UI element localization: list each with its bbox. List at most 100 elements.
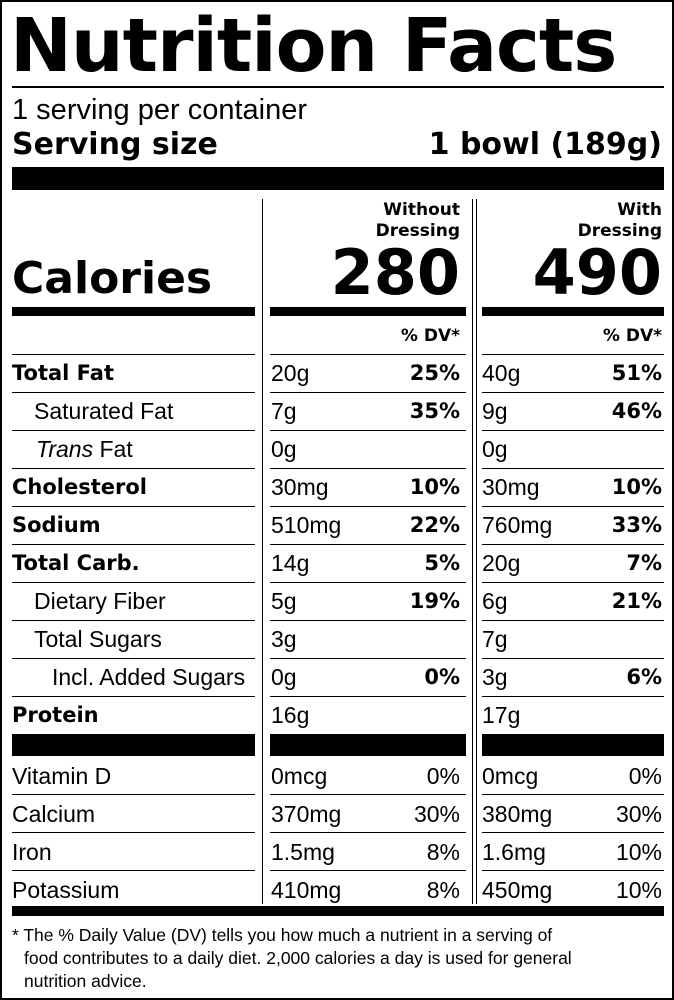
amount-without-dressing: 0mcg	[271, 763, 328, 789]
amount-with-dressing: 760mg	[482, 512, 553, 538]
dv-with-dressing: 46%	[611, 399, 662, 423]
thick-divider	[12, 734, 255, 756]
row-divider	[12, 506, 255, 507]
column-header-line: Dressing	[375, 221, 460, 241]
row-divider	[482, 354, 664, 355]
nutrient-label-text: Total Fat	[12, 361, 115, 385]
row-divider	[12, 544, 255, 545]
amount-with-dressing: 3g	[482, 664, 508, 690]
dv-without-dressing: 5%	[424, 551, 460, 575]
row-divider	[482, 544, 664, 545]
row-divider	[270, 354, 466, 355]
amount-with-dressing: 6g	[482, 588, 508, 614]
vitamin-label: Calcium	[12, 801, 96, 827]
dv-with-dressing: 21%	[611, 589, 662, 613]
nutrient-label-text: Cholesterol	[12, 475, 147, 499]
dv-without-dressing: 10%	[409, 475, 460, 499]
nutrient-label-text: Protein	[12, 703, 99, 727]
row-divider	[270, 870, 466, 871]
row-divider	[482, 582, 664, 583]
row-divider	[270, 506, 466, 507]
nutrient-label: Total Carb.	[12, 544, 140, 582]
row-divider	[270, 582, 466, 583]
amount-without-dressing: 30mg	[271, 474, 329, 500]
medium-divider	[12, 307, 255, 316]
medium-divider	[482, 307, 664, 316]
nutrient-label: Protein	[12, 696, 99, 734]
amount-with-dressing: 7g	[482, 626, 508, 652]
dv-with-dressing: 51%	[611, 361, 662, 385]
label-title: Nutrition Facts	[10, 3, 617, 89]
row-divider	[12, 658, 255, 659]
dv-without-dressing: 0%	[426, 763, 460, 789]
amount-with-dressing: 17g	[482, 702, 521, 728]
footnote: * The % Daily Value (DV) tells you how m…	[12, 924, 652, 993]
row-divider	[270, 832, 466, 833]
dv-without-dressing: 19%	[409, 589, 460, 613]
nutrient-label-text: Sodium	[12, 513, 101, 537]
medium-divider	[12, 906, 664, 916]
row-divider	[482, 658, 664, 659]
calories-with-dressing: 490	[532, 236, 662, 309]
amount-without-dressing: 14g	[271, 550, 310, 576]
nutrient-label: Saturated Fat	[34, 392, 173, 430]
amount-without-dressing: 5g	[271, 588, 297, 614]
dv-with-dressing: 6%	[626, 665, 662, 689]
amount-without-dressing: 7g	[271, 398, 297, 424]
row-divider	[270, 392, 466, 393]
nutrient-label-italic: Trans	[36, 436, 94, 462]
row-divider	[12, 832, 255, 833]
dv-without-dressing: 35%	[409, 399, 460, 423]
dv-with-dressing: 30%	[615, 801, 662, 827]
amount-with-dressing: 0g	[482, 436, 508, 462]
row-divider	[12, 468, 255, 469]
amount-without-dressing: 510mg	[271, 512, 342, 538]
amount-without-dressing: 410mg	[271, 877, 342, 903]
row-divider	[482, 468, 664, 469]
amount-with-dressing: 450mg	[482, 877, 553, 903]
column-header-line: With	[617, 200, 662, 220]
column-separator	[476, 199, 477, 904]
row-divider	[270, 658, 466, 659]
nutrient-label: Total Sugars	[34, 620, 162, 658]
row-divider	[270, 468, 466, 469]
serving-size-value: 1 bowl (189g)	[428, 127, 662, 162]
vitamin-label: Vitamin D	[12, 763, 112, 789]
vitamin-label: Potassium	[12, 877, 120, 903]
serving-size-label: Serving size	[12, 127, 218, 162]
column-separator	[472, 199, 473, 904]
row-divider	[482, 506, 664, 507]
column-separator	[262, 199, 263, 904]
footnote-line: * The % Daily Value (DV) tells you how m…	[12, 925, 553, 945]
row-divider	[12, 430, 255, 431]
nutrient-label-text: Total Carb.	[12, 551, 140, 575]
dv-with-dressing: 33%	[611, 513, 662, 537]
dv-header-with-dressing: % DV*	[602, 326, 662, 346]
dv-with-dressing: 7%	[626, 551, 662, 575]
row-divider	[482, 832, 664, 833]
row-divider	[270, 430, 466, 431]
column-header-line: Dressing	[577, 221, 662, 241]
thick-divider	[12, 167, 664, 190]
medium-divider	[270, 307, 466, 316]
nutrient-label-text: Total Sugars	[34, 626, 162, 652]
amount-with-dressing: 380mg	[482, 801, 553, 827]
nutrient-label-text: Dietary Fiber	[34, 588, 166, 614]
dv-without-dressing: 8%	[426, 877, 460, 903]
row-divider	[270, 620, 466, 621]
amount-without-dressing: 3g	[271, 626, 297, 652]
footnote-line: nutrition advice.	[24, 971, 147, 991]
amount-without-dressing: 0g	[271, 436, 297, 462]
amount-without-dressing: 1.5mg	[271, 839, 335, 865]
column-header-without-dressing: Without Dressing	[376, 200, 460, 242]
dv-without-dressing: 0%	[424, 665, 460, 689]
column-header-with-dressing: With Dressing	[578, 200, 662, 242]
amount-without-dressing: 16g	[271, 702, 310, 728]
vitamin-label: Iron	[12, 839, 52, 865]
amount-without-dressing: 370mg	[271, 801, 342, 827]
nutrient-label: Incl. Added Sugars	[52, 658, 245, 696]
thick-divider	[482, 734, 664, 756]
dv-header-without-dressing: % DV*	[400, 326, 460, 346]
dv-without-dressing: 30%	[413, 801, 460, 827]
